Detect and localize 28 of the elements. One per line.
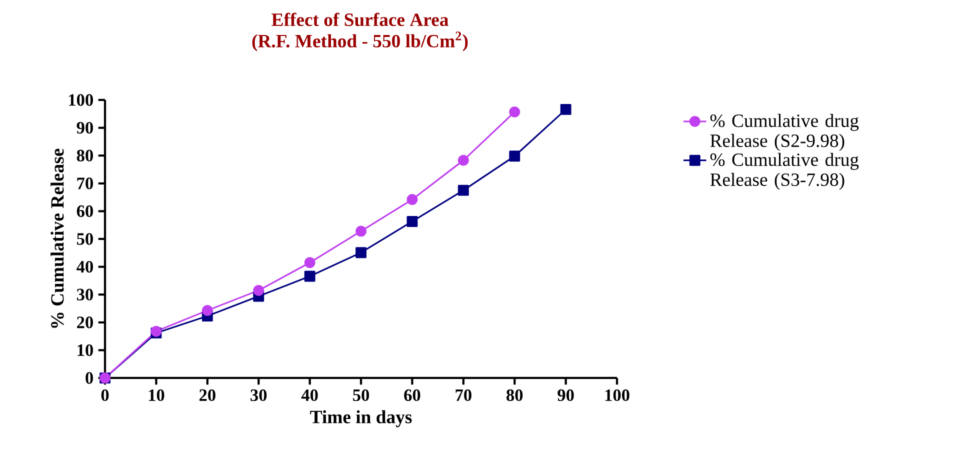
y-tick-label: 70: [77, 178, 93, 190]
x-tick-label: 100: [605, 389, 630, 402]
x-tick-label: 20: [199, 389, 216, 402]
y-tick-label: 80: [76, 150, 93, 162]
x-tick-label: 10: [148, 389, 164, 402]
y-tick-label: 50: [76, 233, 93, 245]
x-axis-title: Time in days: [310, 410, 412, 428]
x-tick-label: 0: [101, 389, 109, 402]
x-tick-label: 80: [506, 389, 523, 402]
y-tick-label: 30: [76, 288, 93, 300]
legend-label: % Cumulative drug Release (S2-9.98): [710, 114, 859, 151]
y-tick-label: 60: [76, 205, 93, 218]
chart-title: Effect of Surface Area: [272, 12, 448, 26]
x-tick-label: 50: [353, 389, 370, 402]
x-tick-label: 30: [250, 389, 267, 402]
x-tick-label: 60: [404, 389, 420, 402]
y-tick-label: 100: [69, 94, 93, 106]
y-tick-label: 90: [76, 122, 93, 134]
y-axis-title: % Cumulative Release: [50, 148, 64, 328]
y-tick-label: 20: [77, 316, 93, 328]
x-tick-label: 40: [301, 389, 318, 402]
y-tick-label: 40: [76, 260, 93, 273]
chart-subtitle: (R.F. Method - 550 lb/Cm$^{2}$): [252, 32, 468, 52]
y-tick-label: 10: [78, 344, 93, 356]
x-tick-label: 70: [456, 389, 472, 402]
y-tick-label: 0: [86, 372, 93, 384]
legend-label: % Cumulative drug Release (S3-7.98): [710, 152, 859, 190]
x-tick-label: 90: [558, 389, 574, 402]
